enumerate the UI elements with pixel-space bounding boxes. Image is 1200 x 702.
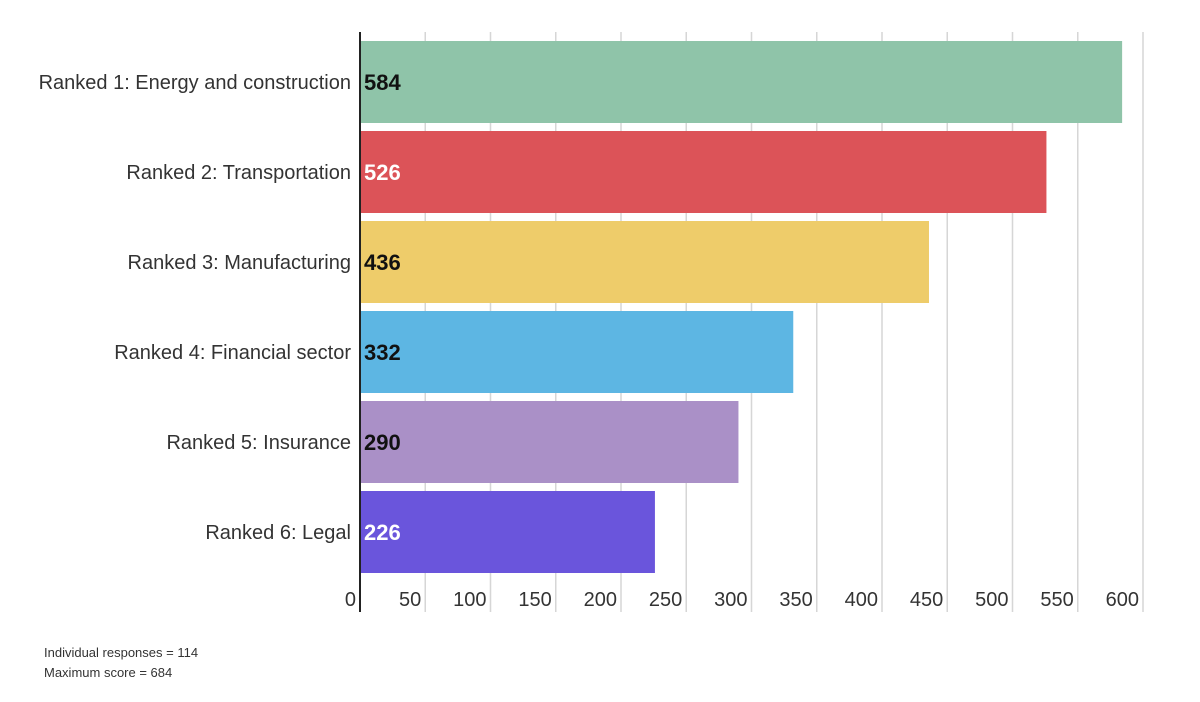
category-label-2: Ranked 2: Transportation	[126, 162, 351, 184]
category-labels: Ranked 1: Energy and construction Ranked …	[39, 72, 352, 544]
x-tick-label-250: 250	[649, 589, 682, 611]
bar-value-label-2: 526	[364, 160, 401, 185]
bar-value-label-5: 290	[364, 430, 401, 455]
category-label-5: Ranked 5: Insurance	[166, 432, 351, 454]
category-label-4: Ranked 4: Financial sector	[114, 342, 351, 364]
bar-2	[360, 131, 1047, 213]
bar-value-label-6: 226	[364, 520, 401, 545]
x-tick-label-600: 600	[1106, 589, 1139, 611]
category-label-1: Ranked 1: Energy and construction	[39, 72, 351, 94]
bar-value-label-1: 584	[364, 70, 401, 95]
bar-1	[360, 41, 1123, 123]
note-individual-responses: Individual responses = 114	[44, 645, 199, 660]
x-tick-label-100: 100	[453, 589, 486, 611]
x-tick-label-50: 50	[399, 589, 421, 611]
category-label-3: Ranked 3: Manufacturing	[128, 252, 351, 274]
note-maximum-score: Maximum score = 684	[44, 665, 173, 680]
x-tick-label-200: 200	[584, 589, 617, 611]
x-tick-label-300: 300	[714, 589, 747, 611]
bar-6	[360, 491, 655, 573]
bar-3	[360, 221, 929, 303]
x-tick-label-500: 500	[975, 589, 1008, 611]
x-tick-label-150: 150	[518, 589, 551, 611]
x-tick-label-400: 400	[845, 589, 878, 611]
bar-value-label-4: 332	[364, 340, 401, 365]
bar-value-label-3: 436	[364, 250, 401, 275]
bar-4	[360, 311, 794, 393]
footnotes: Individual responses = 114 Maximum score…	[44, 643, 198, 683]
x-tick-label-350: 350	[779, 589, 812, 611]
bar-5	[360, 401, 739, 483]
x-tick-labels: 0 50 100 150 200 250 300 350 400 450 500 550 600	[345, 589, 1139, 611]
bars: 584 526 436 332 290 226	[360, 41, 1123, 573]
bar-chart: 584 526 436 332 290 226 Ranked 1: Energy and …	[39, 32, 1144, 612]
category-label-6: Ranked 6: Legal	[205, 522, 351, 544]
x-tick-label-0: 0	[345, 589, 356, 611]
x-tick-label-450: 450	[910, 589, 943, 611]
x-tick-label-550: 550	[1040, 589, 1073, 611]
